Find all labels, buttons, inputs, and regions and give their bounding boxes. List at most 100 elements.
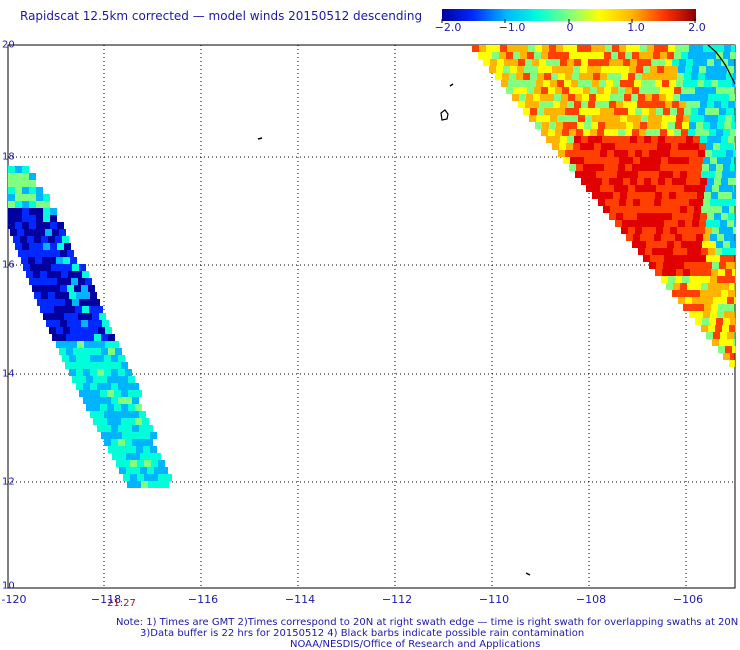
wind-cell [720, 332, 727, 339]
wind-cell [723, 129, 730, 136]
wind-cell [118, 355, 125, 362]
note-line-3: NOAA/NESDIS/Office of Research and Appli… [290, 639, 541, 650]
wind-cell [707, 59, 714, 66]
wind-cell [622, 66, 629, 73]
wind-cell [625, 164, 632, 171]
wind-cell [651, 101, 658, 108]
wind-cell [679, 290, 686, 297]
wind-cell [643, 255, 650, 262]
wind-cell [611, 129, 618, 136]
wind-cell [687, 283, 694, 290]
note-line-2: 3)Data buffer is 22 hrs for 20150512 4) … [140, 628, 585, 639]
wind-cell [718, 304, 725, 311]
wind-cell [707, 178, 714, 185]
wind-cell [692, 297, 699, 304]
wind-cell [121, 404, 128, 411]
wind-cell [638, 206, 645, 213]
wind-cell [479, 45, 486, 52]
wind-cell [729, 360, 735, 367]
wind-cell [29, 208, 36, 215]
wind-cell [29, 180, 36, 187]
wind-cell [599, 80, 606, 87]
wind-cell [718, 115, 725, 122]
wind-cell [725, 80, 732, 87]
wind-cell [578, 115, 585, 122]
wind-cell [636, 66, 643, 73]
wind-cell [111, 355, 118, 362]
wind-cell [560, 101, 567, 108]
wind-cell [104, 425, 111, 432]
wind-cell [8, 208, 15, 215]
wind-cell [578, 80, 585, 87]
wind-cell [674, 52, 681, 59]
wind-cell [626, 234, 633, 241]
wind-cell [601, 143, 608, 150]
wind-cell [104, 439, 111, 446]
wind-cell [36, 201, 43, 208]
wind-cell [702, 52, 709, 59]
wind-cell [38, 229, 45, 236]
wind-cell [44, 264, 51, 271]
wind-cell [667, 241, 674, 248]
wind-cell [558, 150, 565, 157]
map-title: Rapidscat 12.5km corrected — model winds… [20, 9, 423, 23]
wind-cell [714, 290, 721, 297]
wind-cell [564, 115, 571, 122]
wind-cell [58, 264, 65, 271]
wind-cell [87, 348, 94, 355]
wind-cell [537, 108, 544, 115]
wind-cell [65, 362, 72, 369]
wind-cell [574, 59, 581, 66]
wind-cell [47, 271, 54, 278]
wind-cell [689, 199, 696, 206]
wind-cell [691, 227, 698, 234]
wind-cell [646, 241, 653, 248]
wind-cell [43, 208, 50, 215]
wind-cell [36, 222, 43, 229]
wind-cell [97, 425, 104, 432]
wind-cell [732, 304, 735, 311]
wind-cell [15, 187, 22, 194]
wind-cell [689, 276, 696, 283]
wind-cell [692, 220, 699, 227]
wind-cell [571, 115, 578, 122]
wind-cell [97, 411, 104, 418]
wind-cell [713, 297, 720, 304]
wind-cell [59, 348, 66, 355]
wind-cell [718, 80, 725, 87]
island-socorro [440, 109, 449, 121]
wind-cell [118, 425, 125, 432]
wind-cell [587, 66, 594, 73]
wind-cell [628, 108, 635, 115]
wind-cell [651, 59, 658, 66]
wind-cell [660, 164, 667, 171]
wind-cell [672, 101, 679, 108]
wind-cell [602, 178, 609, 185]
wind-cell [695, 87, 702, 94]
wind-cell [132, 397, 139, 404]
wind-cell [724, 276, 731, 283]
wind-cell [655, 80, 662, 87]
wind-cell [579, 150, 586, 157]
wind-cell [15, 201, 22, 208]
wind-cell [694, 283, 701, 290]
wind-cell [666, 283, 673, 290]
wind-cell [588, 136, 595, 143]
wind-cell [730, 318, 736, 325]
wind-cell [664, 66, 671, 73]
wind-cell [81, 285, 88, 292]
wind-cell [678, 297, 685, 304]
wind-cell [712, 150, 719, 157]
right-swath [472, 45, 736, 367]
wind-cell [647, 234, 654, 241]
wind-cell [658, 59, 665, 66]
wind-cell [658, 136, 665, 143]
wind-cell [663, 185, 670, 192]
wind-cell [701, 94, 708, 101]
wind-cell [694, 171, 701, 178]
wind-cell [57, 313, 64, 320]
wind-cell [158, 474, 165, 481]
wind-cell [725, 269, 732, 276]
wind-cell [721, 213, 728, 220]
wind-cell [660, 87, 667, 94]
